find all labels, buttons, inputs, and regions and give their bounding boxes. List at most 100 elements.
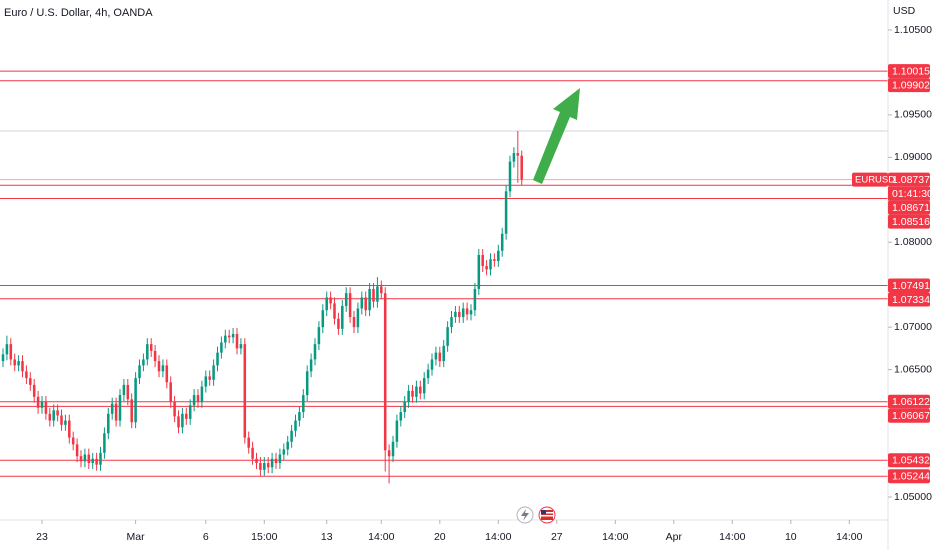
x-tick-label: 13 [321,531,333,543]
level-label-box [888,214,930,229]
candle-body [270,458,274,468]
candle-body [161,365,165,372]
x-tick-label: 15:00 [251,531,277,543]
candle-body [411,390,414,397]
candle-body [313,344,317,360]
candle-body [493,259,496,261]
level-label-box [888,78,930,93]
y-tick-label: 1.07000 [894,321,932,333]
candle-body [383,293,387,451]
candle-body [138,365,141,379]
candle-body [395,420,399,442]
y-tick-label: 1.05000 [894,491,932,503]
candle-body [481,254,484,267]
candle-body [504,191,508,234]
candle-body [185,413,188,419]
candle-body [44,401,48,414]
candle-body [450,316,453,328]
candle-body [290,430,293,442]
candle-body [512,153,516,162]
candle-body [107,413,110,434]
x-tick-label: 20 [434,531,446,543]
candle-body [157,361,161,372]
level-label: 1.06122 [892,396,930,408]
level-label: 1.08671 [892,202,930,214]
candle-body [309,359,313,372]
flag-canton [541,510,546,514]
candle-body [399,412,403,421]
candle-body [32,384,36,397]
candle-body [489,259,492,270]
countdown-label: 01:41:30 [892,188,932,200]
symbol-box [852,172,888,187]
candle-body [188,405,192,419]
level-label-box [888,278,930,293]
symbol-label: EURUSD [855,175,895,186]
candle-body [344,293,348,306]
candle-body [48,413,52,421]
candle-body [372,288,375,302]
flag-stripe [541,512,553,514]
level-label: 1.09902 [892,79,930,91]
x-tick-label: Apr [666,531,683,543]
level-label: 1.07491 [892,280,930,292]
candle-body [5,344,9,355]
candle-body [224,335,227,343]
chart-title: Euro / U.S. Dollar, 4h, OANDA [4,7,153,19]
x-tick-label: 6 [203,531,209,543]
candle-body [446,327,449,346]
trend-arrow [533,88,580,184]
level-label-box [888,469,930,484]
candle-body [243,344,247,438]
candle-body [426,369,430,379]
candle-body [438,352,442,362]
y-tick-label: 1.09000 [894,151,932,163]
candle-body [1,354,5,362]
candle-body [169,382,172,402]
candle-body [75,444,79,457]
level-label: 1.07334 [892,294,930,306]
candle-body [485,266,488,270]
x-tick-label: 14:00 [485,531,511,543]
candle-body [122,384,126,396]
candle-body [321,310,325,328]
candle-body [473,288,477,311]
level-label-box [888,453,930,468]
candle-body [333,303,336,319]
candle-body [99,452,102,465]
candle-body [208,376,211,380]
candle-body [391,441,395,457]
candle-body [192,395,196,406]
candle-body [40,401,44,408]
candle-body [325,297,328,311]
candle-body [294,420,297,431]
candle-body [181,413,184,428]
candle-body [142,359,145,366]
candle-body [469,310,473,315]
candle-body [430,359,434,370]
candle-body [368,288,371,311]
candle-body [36,396,40,408]
x-tick-label: Mar [127,531,146,543]
lightning-icon [521,509,529,521]
candle-body [71,437,75,445]
level-label-box [888,408,930,423]
event-icons [516,506,556,524]
level-label: 1.06067 [892,410,930,422]
current-price-label-box [888,172,930,187]
candle-body [87,454,91,464]
candle-body [380,286,383,294]
candle-body [500,233,504,251]
candle-body [465,308,469,315]
candle-body [348,293,352,317]
x-tick-label: 14:00 [602,531,628,543]
current-price-label: 1.08737 [892,174,930,186]
candle-body [231,333,235,338]
candle-body [317,327,321,345]
candle-body [305,371,309,396]
candle-body [153,350,157,362]
candle-body [177,416,180,428]
candle-body [25,371,28,379]
candle-body [282,449,286,455]
